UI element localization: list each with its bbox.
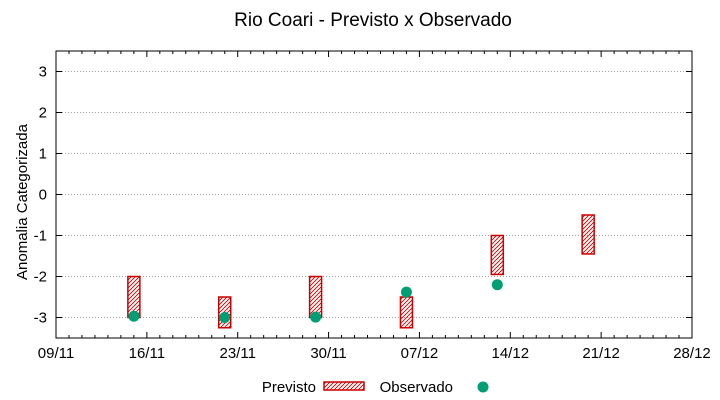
x-tick-label: 07/12	[401, 345, 439, 362]
y-tick-label: 0	[39, 187, 47, 204]
y-tick-label: -3	[34, 310, 47, 327]
y-axis-title: Anomalia Categorizada	[14, 123, 31, 280]
x-tick-label: 16/11	[129, 345, 165, 362]
observado-point	[400, 286, 412, 298]
legend-label-observado: Observado	[380, 379, 453, 396]
previsto-range-bar	[581, 214, 595, 255]
observado-point	[128, 310, 140, 322]
previsto-range-bar	[490, 234, 505, 276]
legend-label-previsto: Previsto	[262, 379, 316, 396]
legend-swatch-observado	[477, 381, 489, 393]
observado-point	[219, 312, 231, 323]
x-tick-label: 09/11	[38, 345, 74, 362]
previsto-range-bar	[308, 275, 323, 319]
previsto-range-bar	[399, 296, 414, 329]
y-tick-label: 3	[39, 64, 47, 81]
y-tick-label: 2	[39, 105, 47, 122]
x-tick-label: 23/11	[219, 345, 255, 362]
y-tick-label: -2	[34, 269, 47, 286]
y-tick-label: -1	[34, 228, 47, 245]
chart-title: Rio Coari - Previsto x Observado	[234, 10, 512, 31]
chart-marks	[127, 214, 595, 329]
x-tick-label: 14/12	[492, 345, 530, 362]
observado-point	[310, 311, 322, 323]
axes: 3 2 1 0 -1 -2 -3 09/11 16/11 23/11 30/11 07/12 14/12…	[34, 50, 711, 362]
legend: Previsto Observado	[262, 379, 489, 396]
x-tick-label: 21/12	[582, 345, 620, 362]
legend-swatch-previsto	[323, 381, 365, 391]
grid-lines	[56, 71, 692, 318]
plot-frame	[55, 50, 693, 339]
observado-point	[491, 279, 503, 291]
x-tick-label: 30/11	[310, 345, 346, 362]
y-tick-label: 1	[39, 146, 47, 163]
x-tick-label: 28/12	[673, 345, 711, 362]
